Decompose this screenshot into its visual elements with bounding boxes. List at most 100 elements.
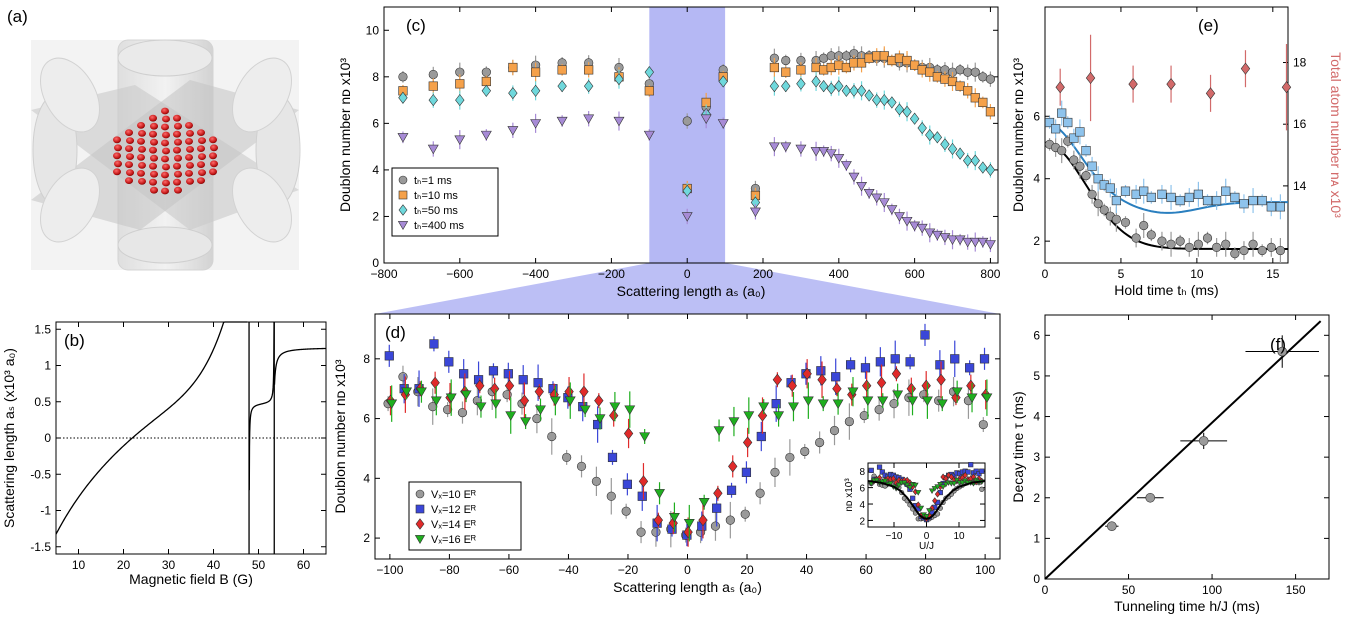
data-point (386, 399, 398, 409)
data-point (816, 366, 826, 376)
legend-marker (398, 204, 408, 216)
data-point (1120, 186, 1131, 196)
data-point (1131, 233, 1141, 243)
data-point (430, 396, 442, 406)
inset-data-point (881, 478, 889, 485)
data-point (583, 80, 594, 93)
x-tick-label: 150 (1286, 583, 1306, 597)
inset-data-point (950, 481, 958, 487)
data-point (576, 461, 587, 471)
lattice-site (209, 168, 217, 176)
data-point (593, 419, 603, 430)
data-point (826, 82, 836, 95)
data-point (966, 393, 978, 403)
x-tick-label: −800 (370, 267, 397, 281)
data-point (1221, 186, 1231, 196)
inset-data-point (945, 471, 952, 479)
inset-data-point (895, 482, 903, 489)
lattice-site (185, 138, 193, 145)
data-point (781, 55, 791, 66)
y-axis-label: Doublon number nᴅ x10³ (332, 359, 348, 513)
highlight-band (649, 7, 726, 263)
x-tick-label: 800 (980, 267, 1000, 281)
data-point (879, 94, 889, 107)
data-point (902, 105, 912, 118)
x-tick-label: 10 (1190, 267, 1204, 281)
data-point (428, 81, 438, 91)
x-tick-label: 50 (1122, 583, 1136, 597)
data-point (906, 382, 916, 395)
data-point (637, 491, 647, 501)
data-point (454, 135, 466, 145)
y-axis-label: nᴅ x10³ (844, 478, 855, 512)
y-tick-label: 0 (44, 431, 51, 445)
x-tick-label: 10 (72, 558, 86, 572)
data-point (455, 94, 465, 107)
data-point (984, 240, 996, 250)
data-point (871, 193, 883, 204)
data-point (460, 390, 472, 401)
data-point (856, 84, 867, 97)
data-point (757, 409, 768, 422)
data-point (1166, 239, 1176, 249)
legend-box (391, 167, 499, 237)
x-tick-label: −200 (598, 267, 625, 281)
data-point (490, 399, 502, 409)
data-point (811, 75, 821, 88)
x-tick-label: −600 (446, 267, 473, 281)
lattice-site (174, 154, 182, 162)
data-point (428, 402, 438, 412)
lattice-site (149, 178, 157, 186)
data-point (963, 154, 973, 167)
data-point (1057, 146, 1067, 156)
lattice-site (138, 178, 146, 185)
data-point (950, 354, 960, 364)
data-point (444, 357, 454, 367)
x-tick-label: −80 (439, 563, 460, 577)
y-tick-label: 6 (372, 116, 379, 130)
plot-frame (383, 6, 999, 264)
data-point (613, 116, 625, 127)
lattice-site (197, 177, 205, 185)
data-point (740, 509, 750, 519)
data-point (962, 237, 974, 248)
data-point (488, 366, 499, 376)
inset-data-point (868, 467, 874, 473)
y-tick-label: 4 (859, 500, 865, 511)
data-point (475, 402, 487, 412)
plot-frame (1044, 6, 1289, 264)
data-point (547, 431, 557, 442)
data-point (700, 114, 712, 125)
y-tick-label: 2 (1033, 491, 1040, 505)
data-point (489, 382, 500, 395)
y-tick-label: 4 (372, 163, 379, 177)
data-point (1205, 87, 1216, 100)
x-tick-label: 0 (1042, 267, 1049, 281)
data-point (530, 119, 542, 129)
data-point (1087, 189, 1097, 199)
lattice-site (197, 145, 205, 153)
data-point (925, 67, 935, 77)
inset-data-point (931, 486, 938, 492)
data-point (504, 379, 515, 392)
data-point (584, 65, 594, 75)
data-point (787, 379, 797, 392)
data-point (955, 65, 965, 75)
data-point (557, 65, 567, 75)
inset-data-point (939, 484, 947, 490)
data-point (594, 394, 604, 407)
data-point (819, 53, 829, 63)
data-point (902, 55, 912, 66)
data-point (833, 154, 845, 164)
data-point (817, 373, 827, 386)
data-point (562, 452, 572, 463)
data-point (1257, 245, 1267, 256)
data-point (978, 72, 988, 82)
fit-line (1044, 320, 1322, 580)
lattice-site (149, 130, 157, 138)
data-point (1184, 242, 1194, 252)
data-point (743, 411, 755, 421)
data-point (1266, 242, 1276, 252)
lattice-site (126, 137, 134, 145)
